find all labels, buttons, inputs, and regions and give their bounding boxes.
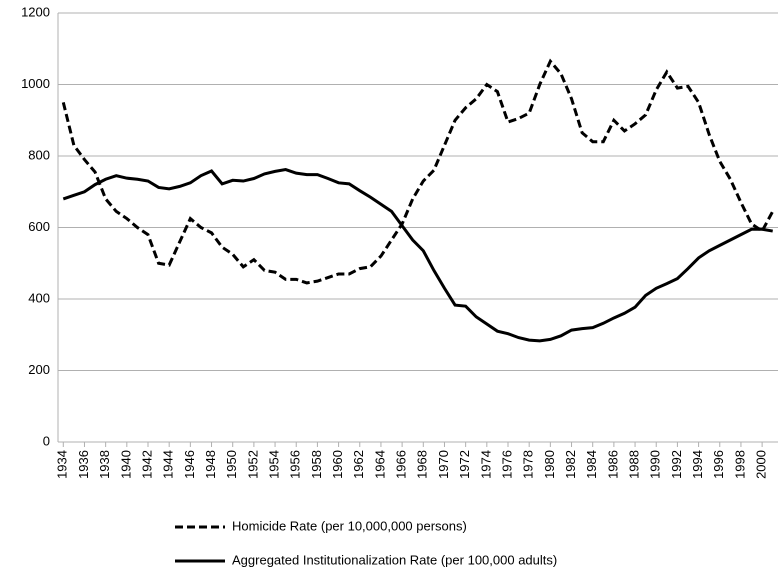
x-tick-label: 1988 bbox=[626, 450, 641, 479]
x-tick-label: 1996 bbox=[711, 450, 726, 479]
x-tick-label: 1982 bbox=[563, 450, 578, 479]
x-tick-label: 1964 bbox=[372, 450, 387, 479]
x-tick-label: 1970 bbox=[436, 450, 451, 479]
series-line bbox=[62, 168, 773, 343]
x-tick-label: 1960 bbox=[330, 450, 345, 479]
legend-label: Aggregated Institutionalization Rate (pe… bbox=[232, 552, 557, 567]
x-tick-label: 2000 bbox=[754, 450, 769, 479]
x-tick-label: 1990 bbox=[648, 450, 663, 479]
y-tick-label: 400 bbox=[28, 290, 50, 305]
x-tick-label: 1986 bbox=[605, 450, 620, 479]
x-tick-label: 1936 bbox=[76, 450, 91, 479]
x-tick-label: 1956 bbox=[288, 450, 303, 479]
y-tick-label: 0 bbox=[43, 433, 50, 448]
x-tick-label: 1978 bbox=[521, 450, 536, 479]
x-tick-label: 1998 bbox=[732, 450, 747, 479]
x-tick-label: 1952 bbox=[245, 450, 260, 479]
x-tick-label: 1992 bbox=[669, 450, 684, 479]
x-tick-label: 1968 bbox=[415, 450, 430, 479]
x-tick-label: 1944 bbox=[161, 450, 176, 479]
x-tick-label: 1962 bbox=[351, 450, 366, 479]
x-tick-label: 1974 bbox=[478, 450, 493, 479]
x-tick-label: 1938 bbox=[97, 450, 112, 479]
x-tick-label: 1972 bbox=[457, 450, 472, 479]
x-tick-label: 1954 bbox=[266, 450, 281, 479]
x-tick-label: 1994 bbox=[690, 450, 705, 479]
y-tick-label: 1000 bbox=[21, 76, 50, 91]
x-tick-label: 1984 bbox=[584, 450, 599, 479]
series-line bbox=[61, 58, 775, 285]
y-tick-label: 200 bbox=[28, 362, 50, 377]
legend-label: Homicide Rate (per 10,000,000 persons) bbox=[232, 518, 467, 533]
x-tick-label: 1948 bbox=[203, 450, 218, 479]
x-tick-label: 1942 bbox=[139, 450, 154, 479]
y-tick-label: 1200 bbox=[21, 4, 50, 19]
x-tick-label: 1946 bbox=[182, 450, 197, 479]
x-tick-label: 1958 bbox=[309, 450, 324, 479]
x-tick-label: 1976 bbox=[499, 450, 514, 479]
x-tick-label: 1940 bbox=[118, 450, 133, 479]
x-tick-label: 1950 bbox=[224, 450, 239, 479]
x-tick-label: 1980 bbox=[542, 450, 557, 479]
y-tick-label: 600 bbox=[28, 219, 50, 234]
x-tick-label: 1966 bbox=[394, 450, 409, 479]
y-tick-label: 800 bbox=[28, 147, 50, 162]
x-tick-label: 1934 bbox=[55, 450, 70, 479]
